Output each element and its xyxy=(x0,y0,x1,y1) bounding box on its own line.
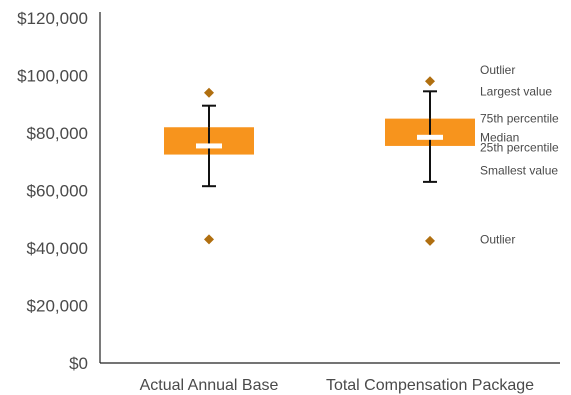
x-category-label: Actual Annual Base xyxy=(140,377,279,394)
y-tick-label: $40,000 xyxy=(27,239,88,258)
x-category-label: Total Compensation Package xyxy=(326,377,534,394)
y-tick-label: $60,000 xyxy=(27,182,88,201)
y-tick-label: $80,000 xyxy=(27,124,88,143)
y-tick-label: $20,000 xyxy=(27,297,88,316)
y-tick-label: $0 xyxy=(69,354,88,373)
outlier-point xyxy=(204,234,214,245)
outlier-point xyxy=(425,235,435,246)
annotation-label: 25th percentile xyxy=(480,140,559,154)
annotation-label: Outlier xyxy=(480,63,515,77)
annotation-label: Median xyxy=(480,130,519,144)
median-marker xyxy=(196,143,222,149)
outlier-point xyxy=(204,87,214,98)
annotation-label: Largest value xyxy=(480,84,552,98)
median-marker xyxy=(417,134,443,140)
annotation-label: Outlier xyxy=(480,232,515,246)
annotation-label: 75th percentile xyxy=(480,112,559,126)
outlier-point xyxy=(425,76,435,87)
annotation-label: Smallest value xyxy=(480,163,558,177)
y-tick-label: $120,000 xyxy=(17,9,88,28)
y-tick-label: $100,000 xyxy=(17,67,88,86)
